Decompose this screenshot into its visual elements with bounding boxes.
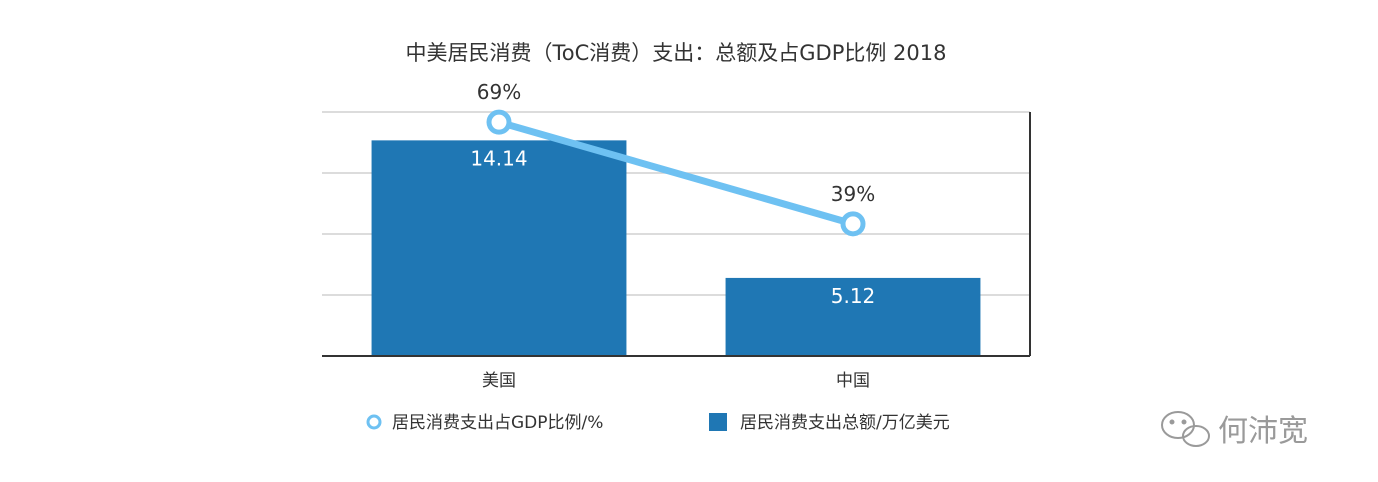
legend-line-label: 居民消费支出占GDP比例/% (392, 413, 603, 433)
chart-title: 中美居民消费（ToC消费）支出：总额及占GDP比例 2018 (406, 41, 947, 65)
watermark: 何沛宽 (1161, 411, 1308, 449)
bar-series (371, 140, 981, 356)
line-point (486, 109, 512, 135)
bar-value-label: 5.12 (831, 284, 876, 308)
bar-value-labels: 14.14 5.12 (470, 146, 875, 308)
legend: 居民消费支出占GDP比例/% 居民消费支出总额/万亿美元 (366, 413, 950, 433)
axes (322, 112, 1031, 357)
wechat-icon (1161, 411, 1210, 447)
plot-area: 14.14 5.12 69% 39% 美国 中国 (322, 80, 1031, 391)
bar (371, 140, 627, 356)
line-path (495, 118, 857, 228)
category-label: 美国 (482, 371, 516, 391)
line-value-label: 39% (831, 182, 875, 206)
bar-value-label: 14.14 (470, 146, 527, 170)
category-labels: 美国 中国 (482, 371, 870, 391)
category-label: 中国 (836, 371, 870, 391)
bar (725, 277, 981, 356)
legend-bar-label: 居民消费支出总额/万亿美元 (740, 413, 950, 433)
legend-bar-marker (709, 413, 727, 431)
line-point (840, 211, 866, 237)
legend-line-marker (366, 414, 382, 430)
watermark-text: 何沛宽 (1218, 414, 1308, 449)
line-value-label: 69% (477, 80, 521, 104)
line-series: 69% 39% (477, 80, 875, 237)
